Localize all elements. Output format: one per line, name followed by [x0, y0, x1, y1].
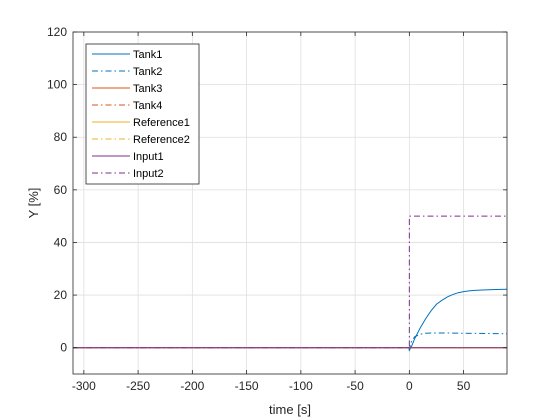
legend-label-reference1: Reference1 — [133, 117, 190, 129]
x-tick-label: -150 — [235, 379, 259, 393]
y-tick-label: 100 — [47, 78, 67, 92]
x-tick-label: 0 — [406, 379, 413, 393]
legend-label-tank1: Tank1 — [133, 49, 162, 61]
axes-box — [72, 31, 508, 375]
legend-label-input2: Input2 — [133, 168, 164, 180]
legend-label-tank4: Tank4 — [133, 100, 162, 112]
series-line-tank2 — [73, 332, 507, 351]
axis-ticks: -300 -250 -200 -150 -100 -50 0 50 0 20 40 60 80 100 12… — [47, 25, 507, 393]
y-tick-label: 20 — [54, 288, 68, 302]
y-tick-label: 60 — [54, 183, 68, 197]
x-tick-label: -100 — [289, 379, 313, 393]
x-tick-label: -300 — [72, 379, 96, 393]
y-tick-label: 40 — [54, 235, 68, 249]
y-tick-label: 0 — [60, 341, 67, 355]
legend-label-tank2: Tank2 — [133, 66, 162, 78]
legend-label-input1: Input1 — [133, 151, 164, 163]
legend-label-reference2: Reference2 — [133, 134, 190, 146]
y-tick-label: 80 — [54, 130, 68, 144]
x-tick-label: -250 — [126, 379, 150, 393]
series-layer — [73, 215, 507, 352]
y-tick-label: 120 — [47, 25, 67, 39]
x-tick-label: -50 — [346, 379, 364, 393]
series-line-input2 — [73, 215, 507, 349]
legend: Tank1 Tank2 Tank3 Tank4 Reference1 Reference2… — [85, 43, 200, 185]
x-tick-label: 50 — [457, 379, 471, 393]
y-axis-label: Y [%] — [26, 188, 41, 219]
x-tick-label: -200 — [180, 379, 204, 393]
legend-label-tank3: Tank3 — [133, 83, 162, 95]
legend-box — [85, 43, 200, 185]
series-line-tank1 — [73, 288, 507, 352]
x-axis-label: time [s] — [269, 402, 311, 417]
